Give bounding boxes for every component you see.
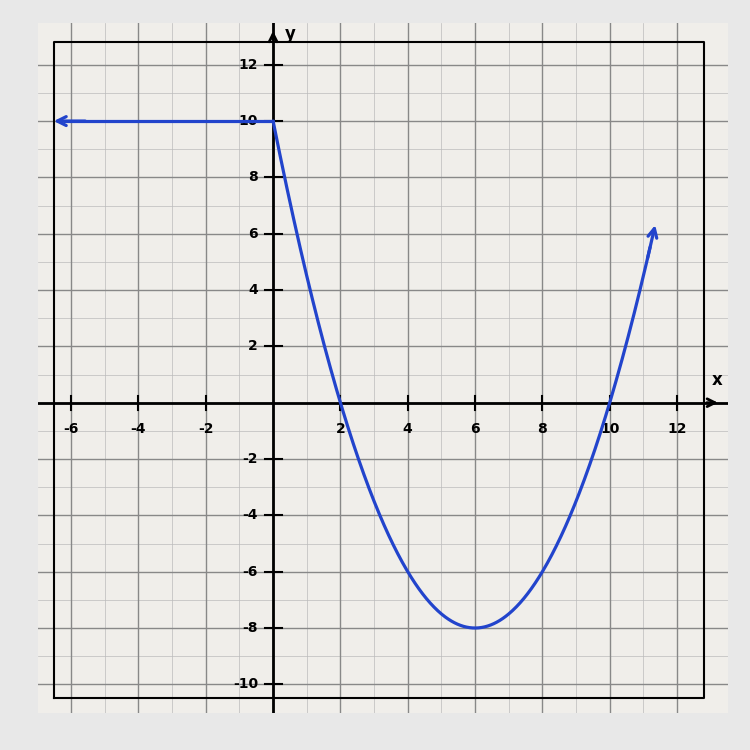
Text: -6: -6 xyxy=(242,565,258,579)
Text: 8: 8 xyxy=(538,422,548,436)
Text: -4: -4 xyxy=(242,509,258,522)
Text: 6: 6 xyxy=(470,422,480,436)
Text: y: y xyxy=(285,25,296,43)
Text: -4: -4 xyxy=(130,422,146,436)
Text: 8: 8 xyxy=(248,170,258,184)
Text: 4: 4 xyxy=(248,283,258,297)
Text: 12: 12 xyxy=(238,58,258,72)
Text: -6: -6 xyxy=(64,422,79,436)
Text: x: x xyxy=(712,370,723,388)
Text: -10: -10 xyxy=(232,677,258,692)
Text: 10: 10 xyxy=(600,422,619,436)
Text: 6: 6 xyxy=(248,226,258,241)
Text: 2: 2 xyxy=(248,340,258,353)
Text: 10: 10 xyxy=(238,114,258,128)
Text: 4: 4 xyxy=(403,422,412,436)
Text: -2: -2 xyxy=(198,422,214,436)
Text: -8: -8 xyxy=(242,621,258,635)
Text: -2: -2 xyxy=(242,452,258,466)
Text: 12: 12 xyxy=(668,422,687,436)
Text: 2: 2 xyxy=(335,422,345,436)
